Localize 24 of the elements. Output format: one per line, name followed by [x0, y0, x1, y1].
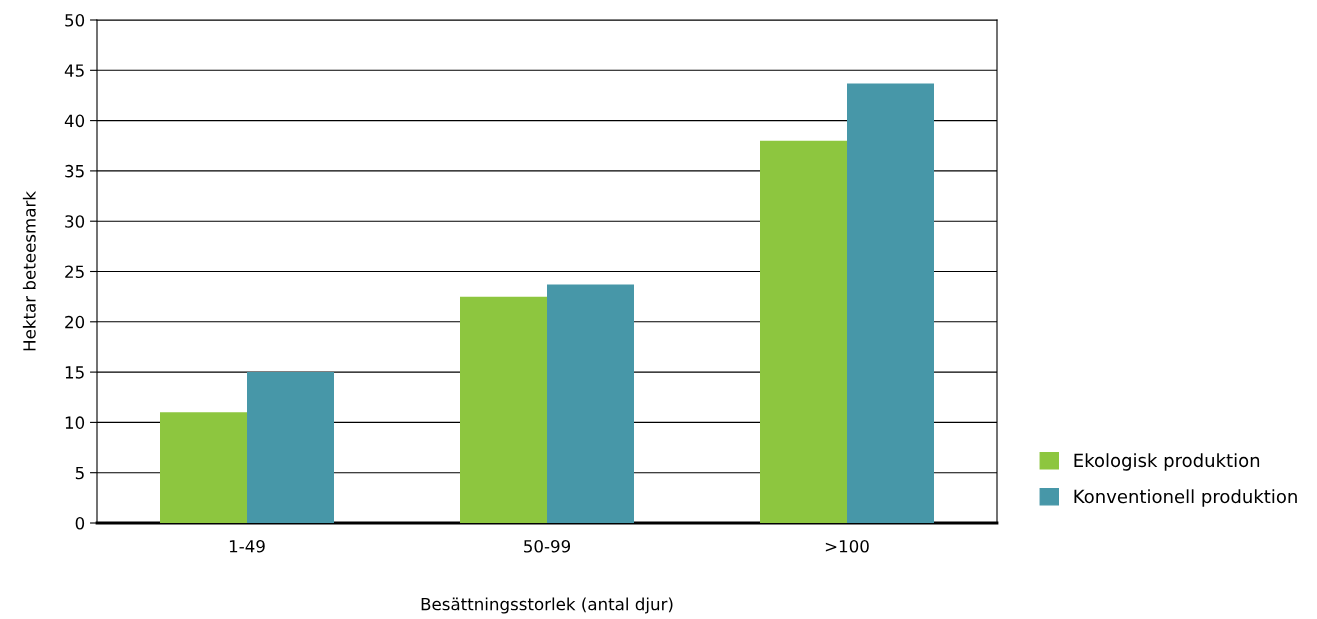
y-tick-label: 25: [65, 265, 84, 279]
y-tick-label: 0: [75, 516, 85, 530]
y-tick-label: 20: [65, 315, 85, 329]
bar: [460, 296, 547, 523]
legend-label: Ekologisk produktion: [1074, 453, 1260, 471]
y-tick-label: 45: [64, 64, 84, 77]
y-axis-title: Hektar beteesmark: [22, 191, 36, 351]
y-tick-label: 40: [64, 114, 85, 128]
bar: [247, 372, 334, 523]
x-tick-label: 50-99: [524, 539, 571, 553]
y-tick-label: 30: [65, 215, 85, 228]
x-axis-title: Besättningsstorlek (antal djur): [421, 597, 673, 614]
bar: [760, 140, 847, 523]
x-tick-label: 1-49: [229, 539, 265, 553]
y-tick-label: 35: [65, 164, 84, 178]
y-tick-label: 50: [65, 13, 85, 27]
bar: [160, 412, 247, 523]
bar: [847, 83, 934, 523]
y-tick-label: 10: [65, 416, 85, 429]
y-tick-label: 5: [75, 466, 84, 480]
legend-label: Konventionell produktion: [1074, 489, 1297, 507]
bar: [547, 284, 634, 523]
x-tick-label: >100: [825, 539, 869, 553]
y-tick-label: 15: [65, 366, 84, 379]
